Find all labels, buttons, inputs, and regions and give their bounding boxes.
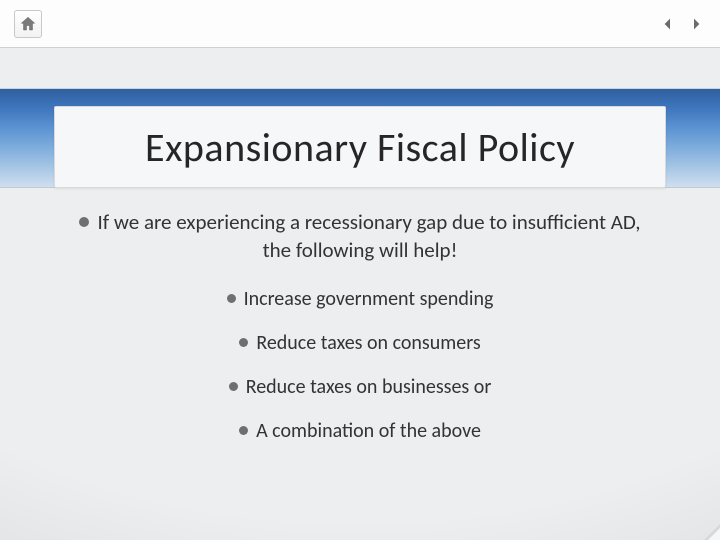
slide-body: If we are experiencing a recessionary ga…	[20, 208, 700, 530]
page-curl-icon	[704, 524, 720, 540]
title-panel: Expansionary Fiscal Policy	[54, 106, 666, 188]
bullet-icon	[229, 382, 238, 391]
bullet-icon	[239, 426, 248, 435]
intro-line2: the following will help!	[263, 236, 458, 264]
bullet-icon	[239, 338, 248, 347]
viewer-toolbar	[0, 0, 720, 48]
intro-line1: If we are experiencing a recessionary ga…	[97, 208, 640, 236]
list-item: Increase government spending	[227, 287, 494, 311]
prev-button[interactable]	[658, 14, 678, 34]
list-item-text: Reduce taxes on consumers	[256, 331, 480, 355]
list-item-text: Increase government spending	[244, 287, 494, 311]
chevron-right-icon	[688, 16, 704, 32]
next-button[interactable]	[686, 14, 706, 34]
list-item: Reduce taxes on consumers	[239, 331, 480, 355]
bullet-icon	[227, 294, 236, 303]
slide-title: Expansionary Fiscal Policy	[145, 123, 575, 172]
slide-viewer: Expansionary Fiscal Policy If we are exp…	[0, 0, 720, 540]
sub-list: Increase government spending Reduce taxe…	[20, 287, 700, 443]
list-item-text: A combination of the above	[256, 419, 481, 443]
list-item-text: Reduce taxes on businesses or	[246, 375, 492, 399]
list-item: A combination of the above	[239, 419, 481, 443]
home-icon	[19, 15, 37, 33]
slide: Expansionary Fiscal Policy If we are exp…	[0, 48, 720, 540]
list-item: Reduce taxes on businesses or	[229, 375, 492, 399]
bullet-icon	[79, 217, 89, 227]
chevron-left-icon	[660, 16, 676, 32]
nav-arrows	[658, 14, 706, 34]
intro-block: If we are experiencing a recessionary ga…	[40, 208, 680, 265]
home-button[interactable]	[14, 10, 42, 38]
